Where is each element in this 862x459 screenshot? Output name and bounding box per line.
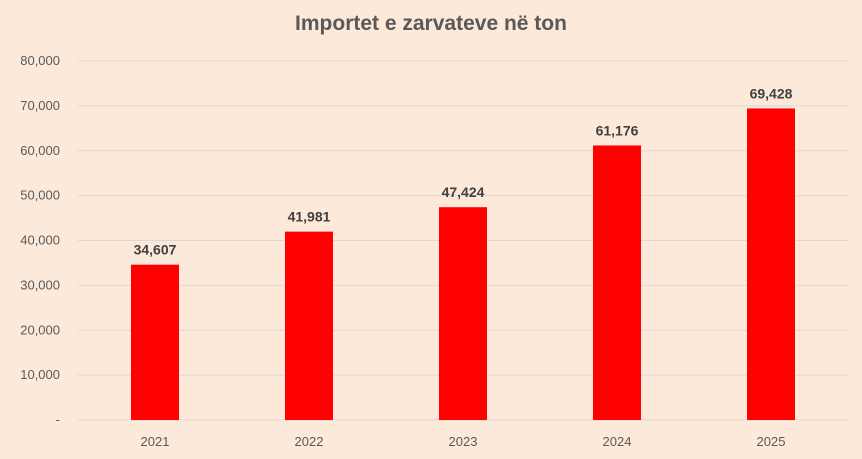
bar-2023 xyxy=(439,207,487,420)
bar-2022 xyxy=(285,231,333,420)
x-tick-label: 2021 xyxy=(141,434,170,449)
y-tick-label: 60,000 xyxy=(20,143,60,158)
data-label: 47,424 xyxy=(442,184,485,200)
y-tick-label: 30,000 xyxy=(20,277,60,292)
y-tick-label: 50,000 xyxy=(20,188,60,203)
bar-2025 xyxy=(747,108,795,421)
y-tick-label: 10,000 xyxy=(20,367,60,382)
y-tick-label: 20,000 xyxy=(20,322,60,337)
x-tick-label: 2024 xyxy=(603,434,632,449)
data-label: 69,428 xyxy=(750,85,793,101)
bar-2021 xyxy=(131,264,179,420)
data-label: 34,607 xyxy=(134,242,177,258)
bar-2024 xyxy=(593,145,641,420)
y-tick-label: 80,000 xyxy=(20,53,60,68)
x-tick-label: 2023 xyxy=(449,434,478,449)
y-tick-label: - xyxy=(56,412,60,427)
data-label: 41,981 xyxy=(288,209,331,225)
y-tick-label: 70,000 xyxy=(20,98,60,113)
y-tick-label: 40,000 xyxy=(20,233,60,248)
x-tick-label: 2025 xyxy=(757,434,786,449)
data-label: 61,176 xyxy=(596,122,639,138)
chart-title: Importet e zarvateve në ton xyxy=(295,12,567,35)
x-tick-label: 2022 xyxy=(295,434,324,449)
